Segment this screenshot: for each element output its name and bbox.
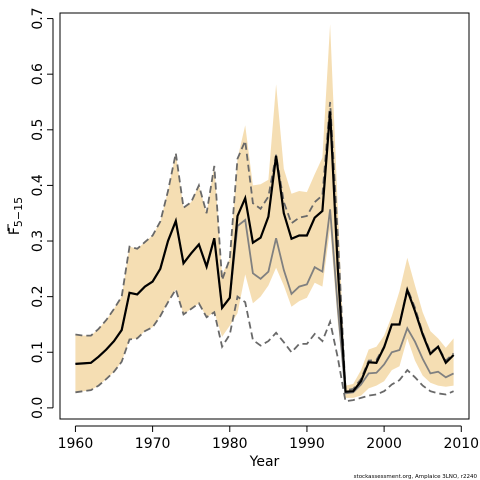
x-tick-label: 1960 [58, 436, 94, 452]
x-tick-label: 1970 [135, 436, 171, 452]
x-tick-label: 2000 [366, 436, 402, 452]
x-tick-label: 1990 [289, 436, 325, 452]
y-tick-label: 0.4 [30, 174, 46, 196]
y-tick-label: 0.5 [30, 119, 46, 141]
y-tick-label: 0.0 [30, 397, 46, 419]
confidence-band [75, 24, 454, 398]
dashed-series-line-3 [75, 287, 454, 403]
y-axis: 0.0 0.1 0.2 0.3 0.4 0.5 0.6 0.7 [30, 7, 54, 419]
estimate-line [75, 111, 455, 393]
y-tick-label: 0.3 [30, 230, 46, 252]
plot-area [75, 24, 455, 403]
y-tick-label: 0.2 [30, 286, 46, 308]
y-axis-title: F5−15 [7, 197, 25, 235]
svg-text:F5−15: F5−15 [7, 197, 25, 235]
x-axis: 1960 1970 1980 1990 2000 2010 [58, 425, 479, 452]
x-tick-label: 2010 [443, 436, 479, 452]
y-axis-title-main: F [7, 227, 23, 235]
y-axis-title-subscript: 5−15 [12, 197, 25, 227]
y-tick-label: 0.7 [30, 7, 46, 29]
y-tick-label: 0.6 [30, 63, 46, 85]
credit-text: stockassessment.org, Amplaice 3LNO, r224… [354, 474, 478, 480]
plot-frame [59, 12, 470, 420]
y-tick-label: 0.1 [30, 341, 46, 363]
x-axis-title: Year [249, 454, 280, 470]
x-tick-label: 1980 [212, 436, 248, 452]
